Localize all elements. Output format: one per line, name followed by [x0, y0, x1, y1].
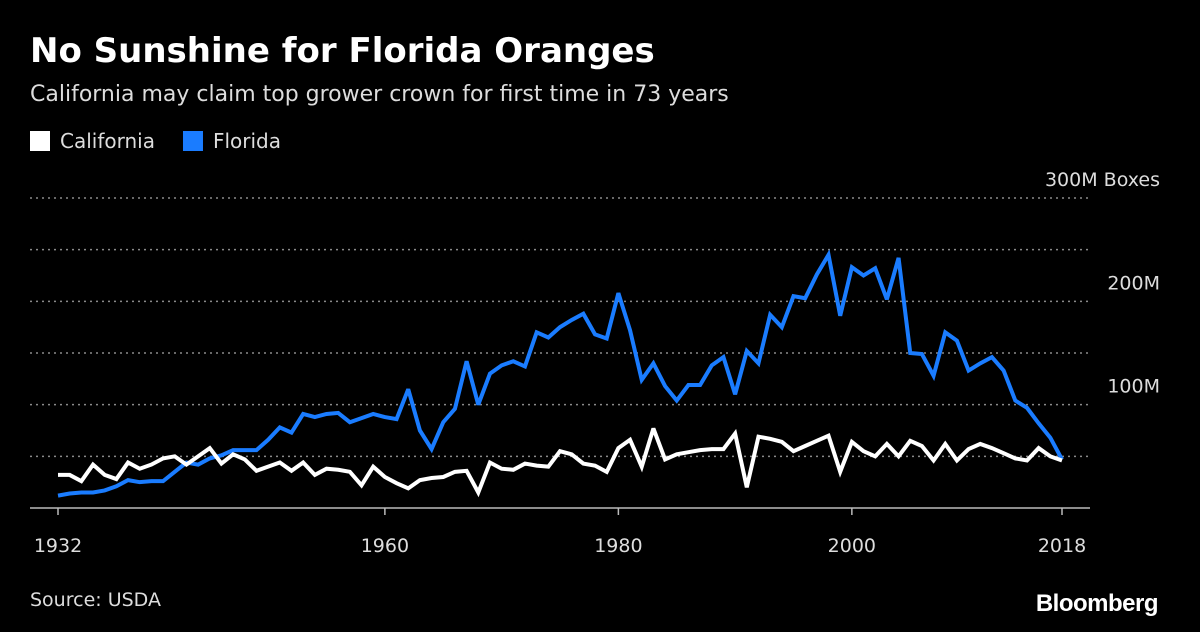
y-tick-label: 100M	[1107, 376, 1160, 398]
chart-subtitle: California may claim top grower crown fo…	[30, 82, 729, 107]
series-line	[57, 249, 1064, 498]
brand: Bloomberg	[1036, 590, 1158, 617]
legend-swatch	[182, 131, 203, 151]
legend-label: California	[60, 129, 155, 153]
x-tick-label: 1980	[594, 535, 642, 557]
source: Source: USDA	[30, 589, 161, 611]
x-tick-label: 2000	[828, 535, 876, 557]
x-tick-label: 1932	[34, 535, 82, 557]
x-tick-label: 1960	[361, 535, 409, 557]
legend-label: Florida	[213, 129, 281, 153]
y-tick-label: 300M Boxes	[1045, 169, 1160, 191]
chart-title: No Sunshine for Florida Oranges	[30, 31, 655, 71]
x-tick-label: 2018	[1038, 535, 1086, 557]
y-tick-label: 200M	[1107, 272, 1160, 294]
series-line	[58, 427, 1063, 498]
legend-swatch	[30, 131, 50, 151]
